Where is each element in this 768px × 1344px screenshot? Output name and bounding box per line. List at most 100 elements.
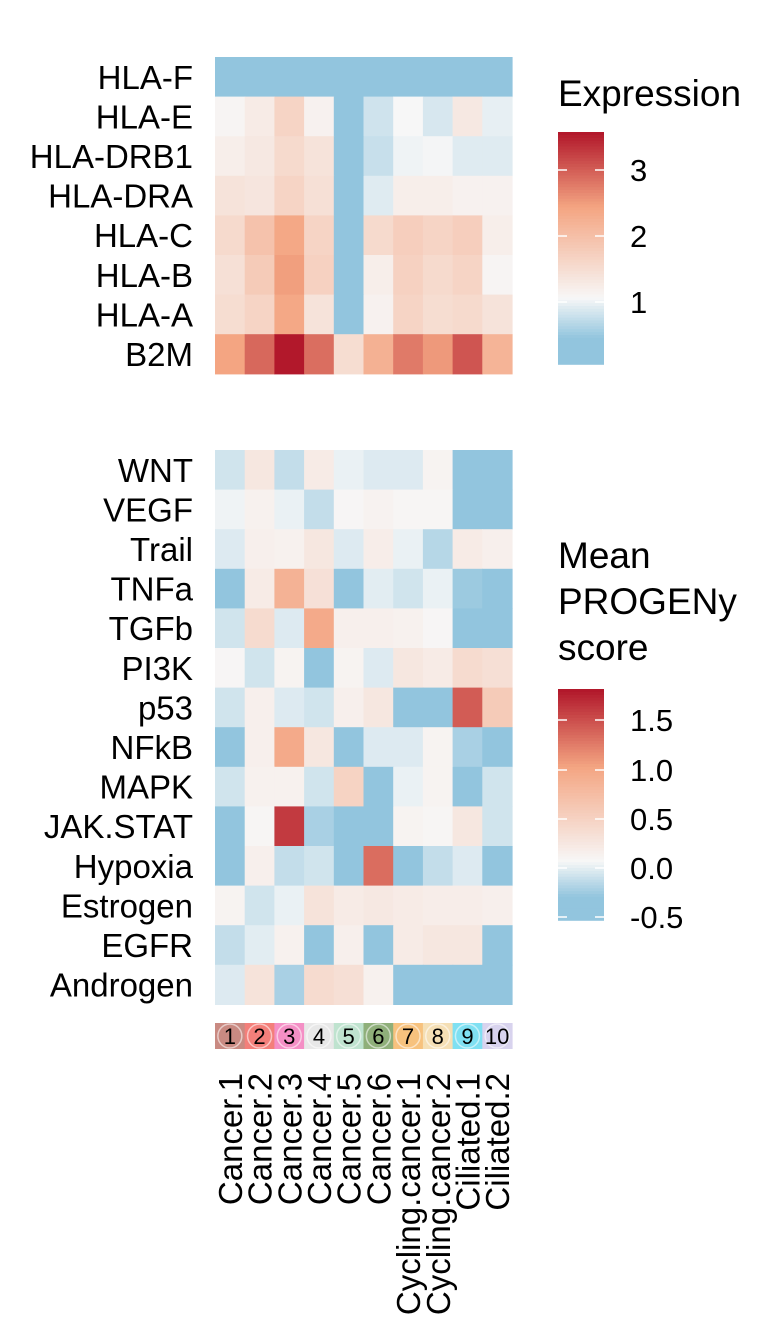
pathway-cell: [333, 648, 365, 689]
column-label: Ciliated.1: [449, 1073, 486, 1211]
hla-cell: [452, 96, 483, 137]
expression-legend-swatch: [558, 192, 604, 197]
progeny-legend-swatch: [558, 749, 604, 754]
hla-cell: [422, 334, 454, 375]
cluster-badge-ring: [454, 1023, 481, 1049]
cluster-badge-label: 2: [253, 1024, 265, 1049]
pathway-cell: [452, 687, 483, 728]
pathway-cell: [274, 727, 305, 768]
cluster-badge-ring: [425, 1023, 451, 1049]
expression-legend-swatch: [558, 242, 604, 246]
expression-legend-swatch: [558, 210, 604, 214]
expression-legend-swatch: [558, 227, 604, 232]
cluster-badge-ring: [395, 1023, 421, 1049]
expression-legend-swatch: [558, 230, 604, 235]
hla-cell: [304, 334, 335, 375]
progeny-legend-swatch: [558, 827, 604, 832]
pathway-cell: [452, 648, 483, 689]
progeny-legend-swatch: [558, 896, 604, 901]
hla-row-label: B2M: [125, 336, 193, 373]
cluster-badge-label: 5: [343, 1024, 355, 1049]
hla-cell: [333, 294, 365, 335]
hla-cell: [215, 255, 246, 296]
progeny-legend-swatch: [558, 738, 604, 742]
cluster-badge: [452, 1023, 483, 1049]
hla-cell: [274, 136, 305, 177]
progeny-legend-swatch: [558, 885, 604, 890]
hla-cell: [274, 334, 305, 375]
expression-legend-swatch: [558, 149, 604, 154]
expression-legend-swatch: [558, 274, 604, 278]
cluster-badge-label: 3: [283, 1024, 295, 1049]
pathway-cell: [393, 568, 424, 609]
expression-legend-swatch: [558, 297, 604, 301]
expression-legend-swatch: [558, 259, 604, 264]
pathway-cell: [333, 608, 365, 649]
expression-legend-swatch: [558, 190, 604, 194]
progeny-legend-swatch: [558, 755, 604, 760]
hla-cell: [422, 96, 454, 137]
progeny-legend-swatch: [558, 709, 604, 713]
hla-cell: [215, 334, 246, 375]
expression-legend-swatch: [558, 219, 604, 223]
progeny-legend-swatch: [558, 775, 604, 780]
progeny-legend-swatch: [558, 717, 604, 722]
pathway-cell: [244, 450, 275, 491]
pathway-cell: [482, 885, 513, 926]
hla-row-label: HLA-DRB1: [30, 138, 193, 175]
pathway-row-label: MAPK: [99, 769, 193, 806]
progeny-legend-swatch: [558, 801, 604, 806]
expression-legend-swatch: [558, 277, 604, 281]
hla-cell: [363, 136, 394, 177]
pathway-cell: [274, 648, 305, 689]
hla-cell: [244, 215, 275, 256]
progeny-legend-swatch: [558, 691, 604, 696]
progeny-legend-swatch: [558, 876, 604, 881]
pathway-cell: [304, 568, 335, 609]
expression-legend-swatch: [558, 358, 604, 362]
expression-legend-swatch: [558, 306, 604, 310]
pathway-cell: [274, 687, 305, 728]
progeny-legend-swatch: [558, 792, 604, 797]
progeny-legend-swatch: [558, 720, 604, 725]
pathway-cell: [393, 608, 424, 649]
progeny-legend-swatch: [558, 723, 604, 728]
pathway-cell: [363, 568, 394, 609]
hla-expression-heatmap: [215, 57, 513, 375]
expression-legend-swatch: [558, 158, 604, 162]
progeny-legend-tick-label: 0.0: [630, 851, 673, 886]
expression-legend-swatch: [558, 352, 604, 357]
cluster-badge-ring: [217, 1023, 243, 1049]
pathway-cell: [482, 568, 513, 609]
progeny-legend-swatch: [558, 729, 604, 734]
expression-legend-swatch: [558, 166, 604, 171]
hla-cell: [215, 215, 246, 256]
cluster-badge-ring: [276, 1023, 302, 1049]
progeny-legend-swatch: [558, 856, 604, 861]
hla-cell: [393, 294, 424, 335]
progeny-legend-swatch: [558, 917, 604, 921]
pathway-cell: [333, 964, 365, 1005]
hla-cell: [333, 255, 365, 296]
cluster-badge: [363, 1023, 394, 1049]
cluster-badge-label: 6: [372, 1024, 384, 1049]
expression-legend-swatch: [558, 253, 604, 258]
pathway-row-label: VEGF: [103, 491, 193, 528]
pathway-cell: [452, 489, 483, 530]
hla-cell: [244, 334, 275, 375]
pathway-cell: [422, 964, 454, 1005]
hla-row-label: HLA-DRA: [48, 178, 193, 215]
progeny-legend-swatch: [558, 847, 604, 852]
hla-cell: [304, 255, 335, 296]
progeny-legend-swatch: [558, 844, 604, 849]
progeny-legend-swatch: [558, 813, 604, 817]
pathway-cell: [482, 806, 513, 847]
pathway-cell: [274, 529, 305, 570]
pathway-cell: [244, 568, 275, 609]
pathway-cell: [363, 608, 394, 649]
hla-cell: [274, 57, 305, 98]
pathway-cell: [215, 885, 246, 926]
expression-legend-swatch: [558, 213, 604, 217]
progeny-legend-swatch: [558, 697, 604, 702]
pathway-cell: [274, 450, 305, 491]
